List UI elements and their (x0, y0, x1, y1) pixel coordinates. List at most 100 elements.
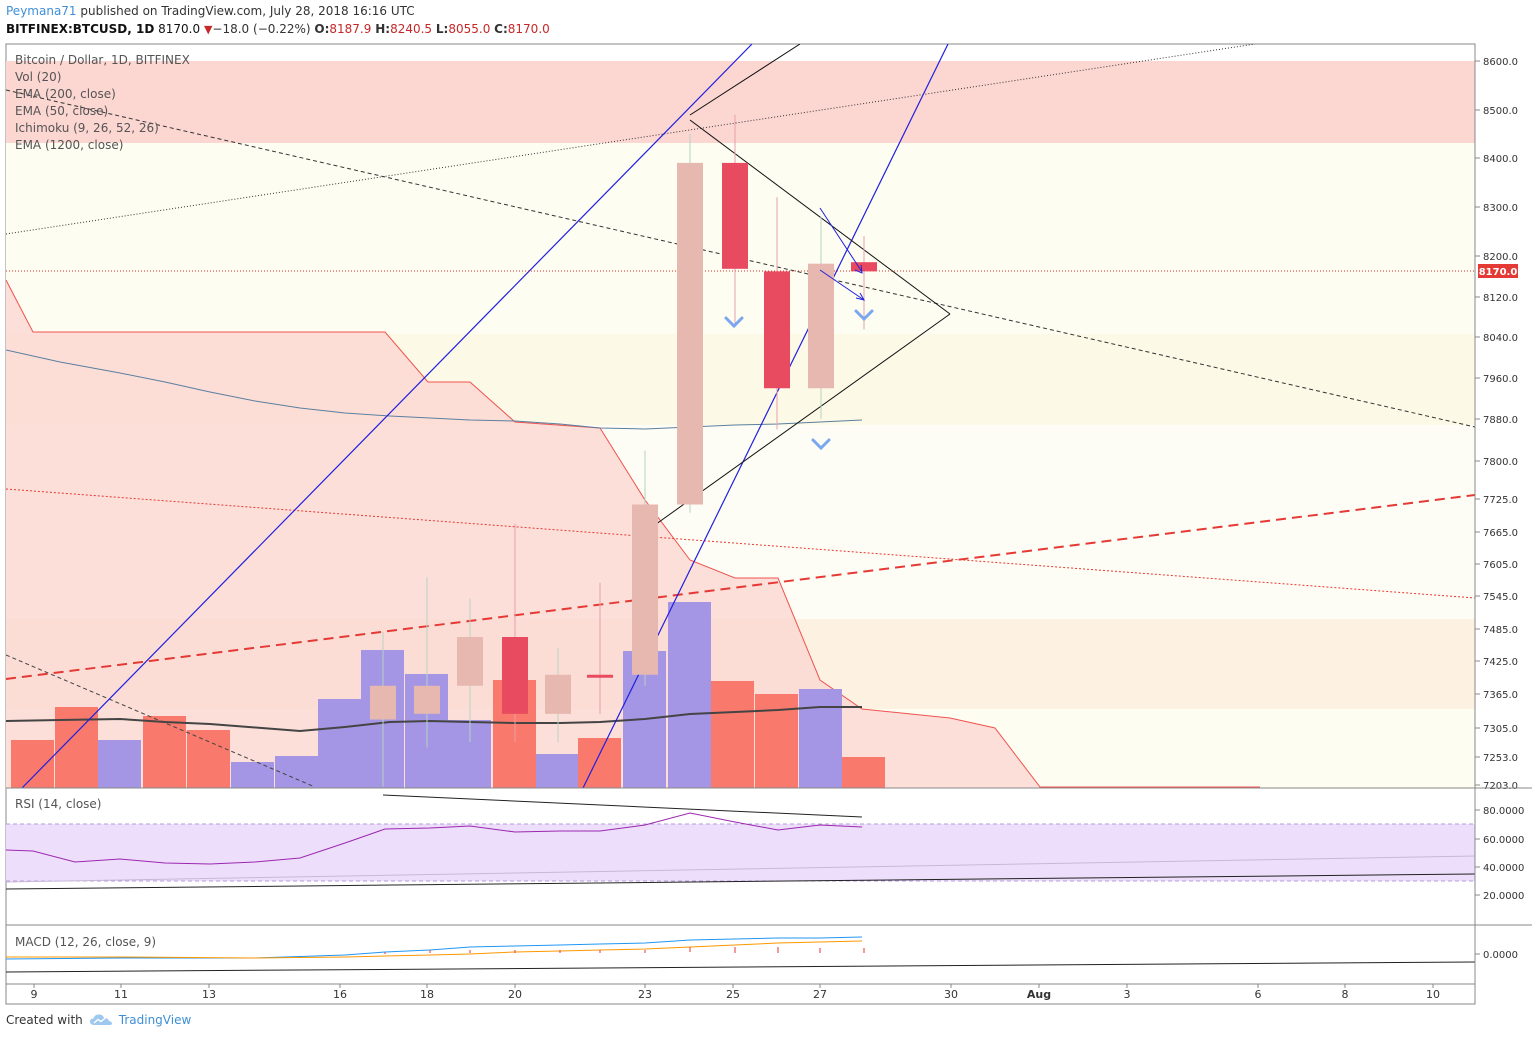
last-price: 8170.0 (158, 22, 201, 36)
resistance-zone (6, 61, 1475, 143)
indicator-legend: Bitcoin / Dollar, 1D, BITFINEX Vol (20) … (15, 52, 190, 154)
volume-bar (275, 756, 318, 788)
author-link[interactable]: Peymana71 (6, 4, 77, 18)
ichimoku-span-a (6, 279, 1260, 788)
macd-legend[interactable]: MACD (12, 26, close, 9) (15, 935, 157, 949)
volume-bar (668, 602, 711, 788)
rsi-tick-label: 20.0000 (1483, 891, 1524, 902)
time-tick-label: 18 (420, 988, 434, 1001)
rsi-legend[interactable]: RSI (14, close) (15, 797, 102, 811)
volume-bar (578, 738, 621, 788)
rsi-line (6, 812, 863, 865)
candle-body (414, 685, 440, 714)
close-value: 8170.0 (507, 22, 550, 36)
dotted-trendline (6, 44, 1256, 235)
ohlc-bar: BITFINEX:BTCUSD, 1D 8170.0 ▼−18.0 (−0.22… (6, 22, 550, 36)
low-label: L: (435, 22, 449, 36)
annotation-arrows (819, 207, 866, 301)
candles (370, 114, 877, 787)
candle-body (851, 262, 877, 272)
legend-item[interactable]: EMA (1200, close) (15, 138, 124, 152)
macd-line (6, 936, 863, 960)
rsi-tick-label: 80.0000 (1483, 806, 1524, 817)
volume-bar (143, 716, 186, 788)
dashed-trendline-lower (6, 654, 316, 788)
time-tick-label: 3 (1124, 988, 1131, 1001)
red-dotted-trendline (6, 488, 1475, 599)
rsi-pane (6, 794, 1475, 890)
time-tick-label: 13 (202, 988, 216, 1001)
open-label: O: (314, 22, 330, 36)
high-value: 8240.5 (390, 22, 433, 36)
rsi-tick-label: 40.0000 (1483, 863, 1524, 874)
last-price-badge-text: 8170.0 (1479, 267, 1518, 278)
signal-line (6, 940, 863, 959)
publish-info: Peymana71 published on TradingView.com, … (6, 4, 415, 18)
price-tick-label: 8120.0 (1483, 293, 1518, 304)
candle-body (545, 674, 571, 714)
rsi-trendline (6, 873, 1475, 890)
price-tick-label: 8200.0 (1483, 252, 1518, 263)
time-axis[interactable]: 9 11 13 16 18 20 23 25 27 30 Aug 3 6 8 10 (31, 984, 1441, 1001)
symbol-label: BITFINEX:BTCUSD, 1D (6, 22, 155, 36)
time-tick-label: 8 (1342, 988, 1349, 1001)
price-tick-label: 7605.0 (1483, 560, 1518, 571)
footer: Created with TradingView (6, 1013, 191, 1027)
low-value: 8055.0 (448, 22, 491, 36)
rsi-tick-label: 60.0000 (1483, 835, 1524, 846)
volume-bar (11, 740, 54, 788)
cloud-logo-icon (89, 1014, 112, 1025)
price-tick-label: 7880.0 (1483, 415, 1518, 426)
created-with-text: Created with (6, 1013, 83, 1027)
down-arrow-icon: ▼ (203, 23, 213, 36)
price-tick-label: 7203.0 (1483, 781, 1518, 792)
price-tick-label: 8040.0 (1483, 333, 1518, 344)
down-chevron-icons (724, 309, 874, 451)
time-tick-label: 20 (508, 988, 522, 1001)
open-value: 8187.9 (329, 22, 372, 36)
candle-body (677, 162, 703, 505)
price-tick-label: 7425.0 (1483, 657, 1518, 668)
time-tick-label: 11 (114, 988, 128, 1001)
price-tick-label: 7253.0 (1483, 753, 1518, 764)
price-change: −18.0 (−0.22%) (212, 22, 311, 36)
legend-item[interactable]: EMA (200, close) (15, 87, 116, 101)
price-tick-label: 8400.0 (1483, 154, 1518, 165)
blue-trendline-1 (21, 44, 753, 788)
volume-bar (842, 757, 885, 788)
volume-bar (187, 730, 230, 788)
time-tick-label: 23 (638, 988, 652, 1001)
price-tick-label: 7800.0 (1483, 457, 1518, 468)
candle-body (722, 162, 748, 269)
price-tick-label: 7665.0 (1483, 528, 1518, 539)
close-label: C: (494, 22, 508, 36)
candle-body (764, 271, 790, 389)
rsi-divergence-line (382, 794, 863, 818)
time-tick-label: Aug (1027, 988, 1051, 1001)
price-tick-label: 7960.0 (1483, 374, 1518, 385)
legend-item[interactable]: Ichimoku (9, 26, 52, 26) (15, 121, 159, 135)
tradingview-link[interactable]: TradingView (118, 1013, 192, 1027)
volume-bar (799, 689, 842, 788)
macd-trendline (6, 961, 1475, 973)
volume-bar (711, 681, 754, 788)
volume-bar (536, 754, 579, 788)
ema-50-line (6, 349, 863, 430)
red-dashed-trendline (6, 494, 1475, 680)
publish-text: published on TradingView.com, July 28, 2… (80, 4, 415, 18)
legend-item[interactable]: Vol (20) (15, 70, 62, 84)
candle-body (457, 637, 483, 686)
volume-bar (231, 762, 274, 788)
time-tick-label: 27 (813, 988, 827, 1001)
macd-pane (6, 936, 1475, 973)
candle-body (370, 685, 396, 720)
price-axis[interactable]: 8600.0 8500.0 8400.0 8300.0 8200.0 8120.0 8040… (1475, 57, 1518, 792)
wedge-line-top (689, 44, 801, 116)
time-tick-label: 25 (726, 988, 740, 1001)
candle-body (808, 263, 834, 389)
legend-item[interactable]: EMA (50, close) (15, 104, 109, 118)
price-tick-label: 7485.0 (1483, 625, 1518, 636)
last-price-badge (1478, 264, 1518, 278)
macd-tick-label: 0.0000 (1483, 950, 1518, 961)
